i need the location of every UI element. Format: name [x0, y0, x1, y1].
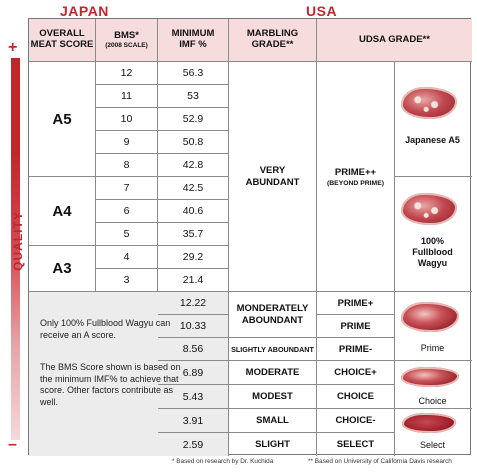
header-usda-grade: UDSA GRADE** [317, 19, 472, 62]
bms-cell: 12 [96, 62, 158, 85]
very-abundant-line1: VERY [259, 164, 286, 176]
header-bms-scale: (2008 SCALE) [105, 41, 148, 49]
footnote-davis: ** Based on University of California Dav… [308, 458, 452, 465]
japanese-a5-label: Japanese A5 [405, 135, 460, 145]
prime-label: Prime [420, 343, 445, 353]
imf-cell: 42.8 [158, 154, 229, 177]
bms-cell: 7 [96, 177, 158, 200]
us-imf-cell: 2.59 [158, 433, 229, 456]
us-imf-cell: 6.89 [158, 361, 229, 385]
imf-cell: 50.8 [158, 131, 229, 154]
imf-cell: 40.6 [158, 200, 229, 223]
usda-grade-cell: PRIME- [317, 338, 395, 361]
usda-grade-cell: SELECT [317, 433, 395, 456]
header-usda-label: UDSA GRADE** [359, 33, 430, 45]
note-fullblood: Only 100% Fullblood Wagyu can receive an… [40, 318, 171, 340]
bms-cell: 6 [96, 200, 158, 223]
meat-grading-table: OVERALL MEAT SCORE BMS* (2008 SCALE) MINIM… [28, 18, 472, 456]
imf-cell: 52.9 [158, 108, 229, 131]
header-bms: BMS* (2008 SCALE) [96, 19, 158, 62]
japanese-a5-image-cell [395, 62, 472, 177]
quality-label: QUALITY [11, 211, 25, 271]
bms-cell: 11 [96, 85, 158, 108]
japanese-a5-steak-image [401, 87, 457, 119]
marbling-moderate: MODERATE [229, 361, 317, 385]
marbling-very-abundant: VERY ABUNDANT [229, 62, 317, 292]
marbling-small: SMALL [229, 409, 317, 433]
marbling-slight: SLIGHT [229, 433, 317, 456]
footnote-kuchida: * Based on research by Dr. Kuchida [172, 458, 274, 465]
header-overall-line1: OVERALL [39, 28, 85, 40]
usda-grade-cell: CHOICE- [317, 409, 395, 433]
header-minimum-imf: MINIMUM IMF % [158, 19, 229, 62]
bms-cell: 5 [96, 223, 158, 246]
us-imf-cell: 12.22 [158, 292, 229, 315]
quality-gradient-bar [11, 58, 20, 440]
header-marbling-line1: MARBLING [246, 28, 299, 40]
prime-image-cell [395, 292, 472, 361]
usda-grade-cell: CHOICE [317, 385, 395, 409]
imf-cell: 42.5 [158, 177, 229, 200]
prime-plus-plus-label: PRIME++ [334, 166, 377, 178]
usda-grade-cell: PRIME [317, 315, 395, 338]
header-marbling-grade: MARBLING GRADE** [229, 19, 317, 62]
header-marbling-line2: GRADE** [251, 39, 294, 50]
select-steak-image [402, 413, 456, 433]
very-abundant-line2: ABUNDANT [245, 176, 300, 188]
select-label: Select [419, 440, 445, 450]
marbling-modest: MODEST [229, 385, 317, 409]
header-overall-line2: MEAT SCORE [30, 39, 94, 50]
us-imf-cell: 3.91 [158, 409, 229, 433]
us-imf-cell: 8.56 [158, 338, 229, 361]
header-imf-line2: IMF % [179, 39, 207, 50]
quality-minus-sign: – [8, 436, 17, 453]
imf-cell: 35.7 [158, 223, 229, 246]
usda-grade-cell: PRIME+ [317, 292, 395, 315]
fullblood-wagyu-image-cell [395, 177, 472, 292]
meat-score-a3: A3 [29, 246, 96, 292]
meat-score-a4: A4 [29, 177, 96, 246]
meat-score-a5: A5 [29, 62, 96, 177]
fullblood-line1: 100% [420, 236, 445, 246]
moderately-abundant-line1: MONDERATELY [236, 302, 309, 314]
imf-cell: 21.4 [158, 269, 229, 292]
bms-cell: 3 [96, 269, 158, 292]
japan-heading: JAPAN [60, 3, 109, 19]
imf-cell: 53 [158, 85, 229, 108]
quality-plus-sign: + [8, 39, 18, 56]
header-overall-meat-score: OVERALL MEAT SCORE [29, 19, 96, 62]
bms-cell: 8 [96, 154, 158, 177]
marbling-slightly-abundant: SLIGHTLY ABOUNDANT [229, 338, 317, 361]
usda-grade-cell: CHOICE+ [317, 361, 395, 385]
imf-cell: 56.3 [158, 62, 229, 85]
moderately-abundant-line2: ABOUNDANT [241, 314, 304, 326]
note-bms-score: The BMS Score shown is based on the mini… [40, 362, 181, 408]
fullblood-line2: Fullblood [412, 246, 453, 257]
header-bms-label: BMS* [114, 29, 139, 41]
fullblood-wagyu-steak-image [401, 193, 457, 225]
bms-cell: 4 [96, 246, 158, 269]
imf-cell: 29.2 [158, 246, 229, 269]
fullblood-wagyu-label: 100% Fullblood Wagyu [394, 236, 471, 268]
bms-cell: 10 [96, 108, 158, 131]
choice-image-cell [395, 361, 472, 409]
usa-heading: USA [306, 3, 338, 19]
marbling-moderately-abundant: MONDERATELY ABOUNDANT [229, 292, 317, 338]
choice-label: Choice [418, 396, 447, 406]
bms-cell: 9 [96, 131, 158, 154]
prime-steak-image [401, 302, 459, 332]
usda-prime-plus-plus: PRIME++ (BEYOND PRIME) [317, 62, 395, 292]
us-imf-cell: 5.43 [158, 385, 229, 409]
header-imf-line1: MINIMUM [171, 28, 215, 40]
fullblood-line3: Wagyu [417, 257, 448, 268]
choice-steak-image [401, 367, 459, 387]
beyond-prime-label: (BEYOND PRIME) [326, 179, 385, 187]
us-imf-cell: 10.33 [158, 315, 229, 338]
